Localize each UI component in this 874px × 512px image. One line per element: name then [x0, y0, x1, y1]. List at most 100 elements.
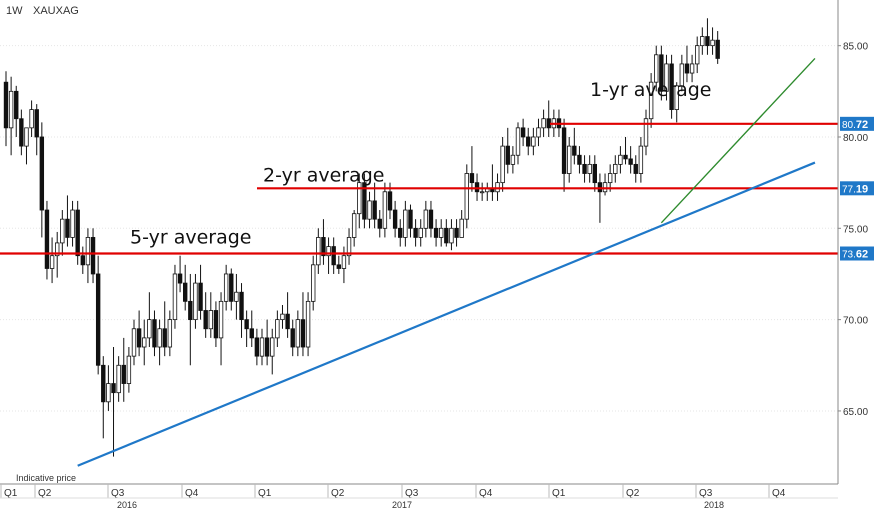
candle-body [60, 218, 65, 244]
candle-body [80, 255, 85, 266]
candle-body [136, 328, 142, 348]
candle-body [249, 328, 254, 339]
candle-body [638, 145, 644, 174]
candle-body [715, 39, 720, 59]
candle-body [244, 319, 249, 330]
candle-body [111, 383, 116, 394]
candle-body [208, 310, 213, 330]
green-trendline [660, 57, 816, 224]
candle-body [290, 328, 295, 348]
candle-body [500, 145, 505, 184]
x-quarter-label: Q1 [4, 488, 18, 499]
candle-body [479, 191, 485, 194]
candle-body [8, 90, 14, 129]
candle-body [193, 282, 198, 321]
candle-body [392, 209, 398, 229]
candle-body [326, 246, 331, 257]
candle-body [510, 154, 516, 165]
candle-body [147, 319, 152, 339]
candle-body [3, 81, 9, 129]
x-year-label: 2016 [117, 500, 137, 510]
candle-body [587, 163, 592, 174]
candle-body [449, 227, 454, 244]
candle-body [669, 63, 674, 110]
candle-body [705, 36, 710, 47]
candle-body [536, 127, 541, 138]
candle-body [628, 158, 633, 165]
x-quarter-label: Q2 [626, 488, 640, 499]
candle-body [321, 237, 326, 257]
candle-body [341, 255, 347, 269]
candle-body [270, 337, 275, 357]
price-badge [840, 246, 874, 261]
candle-body [203, 310, 208, 330]
candle-body [367, 200, 372, 220]
candle-body [362, 182, 367, 220]
candle-body [643, 118, 649, 147]
candle-body [331, 246, 336, 266]
candle-body [505, 145, 510, 165]
candle-body [101, 364, 106, 403]
candle-body [177, 273, 183, 284]
y-tick-label: 75.00 [843, 224, 868, 235]
x-year-label: 2017 [392, 500, 412, 510]
candle-body [572, 145, 577, 156]
candle-body [55, 242, 60, 257]
price-badge [840, 181, 874, 196]
candle-body [413, 227, 418, 238]
candle-body [684, 63, 690, 74]
candle-body [623, 154, 628, 160]
candle-body [305, 300, 311, 348]
timeframe-label[interactable]: 1W [6, 5, 23, 17]
candle-body [300, 319, 306, 348]
candle-body [157, 328, 162, 348]
candle-body [198, 282, 203, 311]
price-badge [840, 116, 874, 131]
candle-body [172, 273, 178, 321]
x-quarter-label: Q4 [772, 488, 786, 499]
candle-body [398, 227, 403, 238]
candle-body [454, 227, 459, 238]
candle-body [526, 136, 531, 147]
x-year-label: 2018 [704, 500, 724, 510]
candle-body [310, 264, 316, 302]
candle-body [95, 273, 101, 366]
candle-body [403, 209, 408, 238]
y-tick-label: 85.00 [843, 42, 868, 53]
x-quarter-label: Q3 [699, 488, 713, 499]
candle-body [382, 191, 388, 229]
candle-body [377, 218, 382, 229]
candle-body [239, 291, 244, 321]
candle-body [541, 118, 546, 129]
x-quarter-label: Q2 [331, 488, 345, 499]
candle-body [44, 209, 50, 269]
x-quarter-label: Q2 [38, 488, 52, 499]
candle-body [438, 227, 444, 238]
candle-body [85, 237, 91, 266]
candle-body [357, 182, 362, 215]
candle-body [520, 127, 526, 138]
candle-body [577, 154, 582, 165]
y-tick-label: 65.00 [843, 407, 868, 418]
y-tick-label: 70.00 [843, 316, 868, 327]
symbol-label[interactable]: XAUXAG [33, 5, 79, 17]
x-quarter-label: Q3 [405, 488, 419, 499]
candle-body [29, 109, 34, 129]
price-badge-value: 80.72 [842, 119, 868, 131]
candle-body [167, 319, 173, 348]
candle-body [372, 200, 377, 220]
candle-body [223, 273, 229, 302]
candle-body [259, 337, 265, 357]
candle-body [90, 237, 96, 275]
candle-body [106, 383, 111, 403]
x-quarter-label: Q1 [258, 488, 272, 499]
candle-body [188, 300, 193, 321]
candle-body [264, 337, 270, 357]
candle-body [592, 163, 597, 184]
candle-body [418, 227, 423, 238]
candle-body [346, 237, 352, 257]
candle-body [459, 218, 464, 238]
candle-body [14, 90, 19, 120]
candle-body [561, 127, 567, 174]
average-label: 2-yr average [263, 164, 385, 186]
